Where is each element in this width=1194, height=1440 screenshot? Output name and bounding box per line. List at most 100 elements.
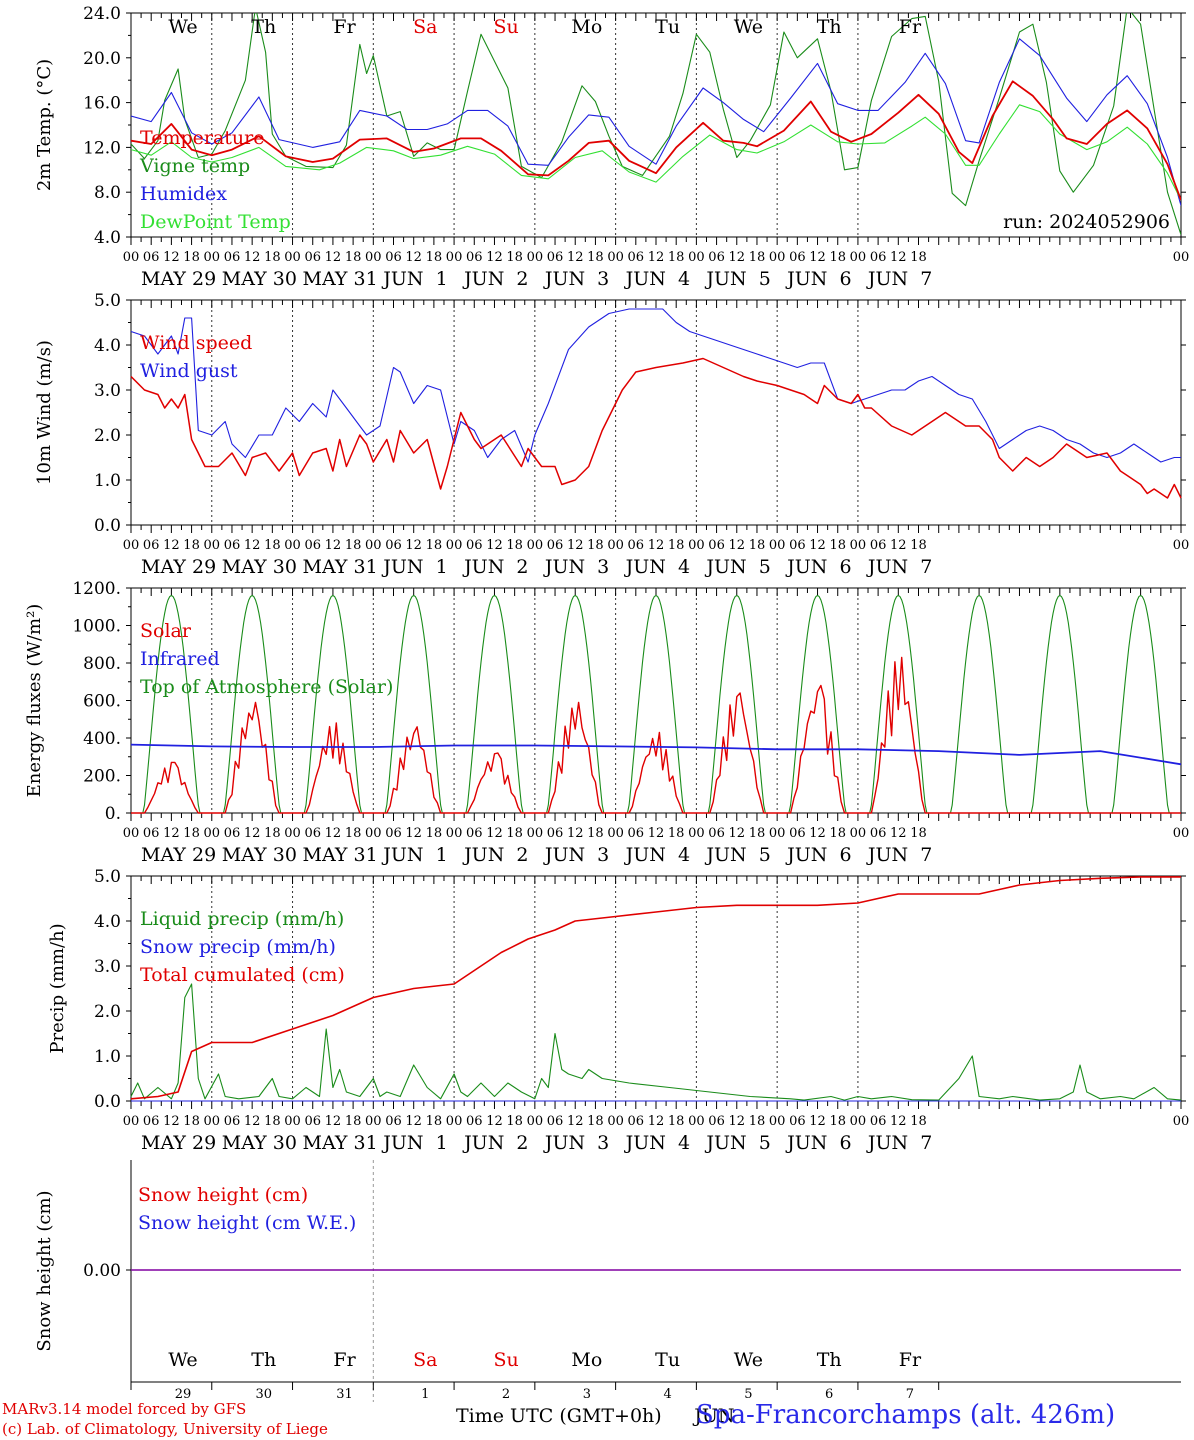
day-label: JUN 5 [704, 844, 770, 866]
y-tick-label: 0. [105, 804, 121, 824]
hour-tick-label: 00 [688, 250, 705, 265]
y-tick-label: 0.0 [94, 516, 121, 536]
weekday-label: Tu [655, 1349, 680, 1371]
hour-tick-label: 00 [607, 826, 624, 841]
hour-tick-label: 18 [829, 1114, 846, 1129]
day-label: JUN 5 [704, 268, 770, 290]
day-label: JUN 5 [704, 556, 770, 578]
hour-tick-label: 18 [829, 538, 846, 553]
hour-tick-label: 12 [163, 250, 180, 265]
legend-entry: Snow precip (mm/h) [140, 936, 336, 958]
y-tick-label: 5.0 [94, 867, 121, 887]
hour-tick-label: 12 [325, 1114, 342, 1129]
hour-tick-label: 12 [405, 826, 422, 841]
hour-tick-label: 18 [506, 538, 523, 553]
hour-tick-label: 12 [244, 538, 261, 553]
hour-tick-label: 00 [688, 1114, 705, 1129]
day-label: JUN 6 [785, 844, 851, 866]
hour-tick-label: 00 [284, 1114, 301, 1129]
hour-tick-label: 18 [587, 1114, 604, 1129]
hour-tick-label: 06 [143, 538, 160, 553]
run-label: run: 2024052906 [1003, 211, 1170, 233]
day-label: MAY 30 [222, 556, 297, 578]
day-number-label: 7 [906, 1387, 914, 1402]
y-tick-label: 16.0 [83, 94, 121, 114]
y-tick-label: 1200. [72, 579, 121, 599]
y-tick-label: 3.0 [94, 381, 121, 401]
hour-tick-label: 00 [769, 250, 786, 265]
hour-tick-label: 18 [345, 826, 362, 841]
credit-model-line: MARv3.14 model forced by GFS [2, 1400, 247, 1418]
hour-tick-label: 06 [224, 1114, 241, 1129]
hour-tick-label: 18 [829, 250, 846, 265]
y-tick-label: 2.0 [94, 426, 121, 446]
day-label: JUN 3 [543, 268, 609, 290]
y-axis-label: 10m Wind (m/s) [34, 340, 55, 485]
hour-tick-label: 18 [910, 250, 927, 265]
weekday-label: Th [817, 1349, 842, 1371]
hour-tick-label: 06 [547, 250, 564, 265]
y-tick-label: 20.0 [83, 49, 121, 69]
day-label: JUN 4 [624, 1132, 690, 1154]
hour-tick-label: 06 [143, 826, 160, 841]
hour-tick-label: 00 [769, 826, 786, 841]
hour-tick-label: 12 [486, 826, 503, 841]
legend-entry: Vigne temp [139, 155, 250, 177]
hour-tick-label: 12 [728, 538, 745, 553]
hour-tick-label: 12 [648, 1114, 665, 1129]
hour-tick-label: 06 [304, 826, 321, 841]
hour-tick-label: 00 [850, 250, 867, 265]
hour-tick-label: 18 [183, 538, 200, 553]
y-tick-label: 600. [83, 692, 121, 712]
series-line-0 [131, 80, 1181, 201]
hour-tick-label: 18 [749, 826, 766, 841]
hour-tick-label: 06 [789, 826, 806, 841]
legend-entry: Humidex [140, 183, 227, 205]
hour-tick-label: 12 [728, 250, 745, 265]
weekday-label: Sa [413, 1349, 437, 1371]
day-label: JUN 1 [381, 268, 447, 290]
day-label: JUN 3 [543, 844, 609, 866]
hour-tick-label: 18 [426, 826, 443, 841]
y-axis-label: 2m Temp. (°C) [34, 59, 55, 191]
legend-entry: Infrared [140, 648, 220, 670]
hour-tick-label: 18 [668, 826, 685, 841]
hour-tick-label: 06 [466, 538, 483, 553]
hour-tick-label: 12 [486, 250, 503, 265]
legend-entry: Snow height (cm W.E.) [138, 1212, 356, 1234]
hour-tick-label: 18 [183, 250, 200, 265]
y-tick-label: 400. [83, 729, 121, 749]
hour-tick-label: 00 [365, 1114, 382, 1129]
x-axis-title: Time UTC (GMT+0h) [456, 1405, 662, 1427]
y-tick-label: 4.0 [94, 336, 121, 356]
y-axis-label: Precip (mm/h) [47, 923, 68, 1053]
hour-tick-label: 12 [405, 250, 422, 265]
day-label: JUN 4 [624, 556, 690, 578]
hour-tick-label: 06 [789, 538, 806, 553]
station-name: Spa-Francorchamps (alt. 426m) [696, 1400, 1116, 1430]
hour-tick-label: 00 [446, 826, 463, 841]
y-tick-label: 0.0 [94, 1092, 121, 1112]
hour-tick-label: 06 [466, 1114, 483, 1129]
hour-tick-label: 18 [345, 250, 362, 265]
hour-tick-label: 18 [426, 538, 443, 553]
hour-tick-label: 06 [708, 1114, 725, 1129]
legend-entry: Liquid precip (mm/h) [140, 908, 344, 930]
liquid-precip-line [130, 983, 1182, 1101]
hour-tick-label: 06 [628, 826, 645, 841]
hour-tick-label: 12 [809, 826, 826, 841]
hour-tick-label: 18 [506, 826, 523, 841]
hour-tick-label: 00 [123, 538, 140, 553]
hour-tick-label: 00 [527, 1114, 544, 1129]
cumulated-precip-line [130, 876, 1181, 1100]
day-label: MAY 30 [222, 844, 297, 866]
hour-tick-label: 06 [547, 826, 564, 841]
hour-tick-label: 06 [628, 1114, 645, 1129]
legend-entry: Snow height (cm) [138, 1184, 308, 1206]
legend-entry: Wind gust [140, 360, 238, 382]
day-label: MAY 29 [141, 268, 216, 290]
hour-tick-label: 12 [567, 826, 584, 841]
hour-tick-label: 18 [749, 250, 766, 265]
hour-tick-label: 18 [910, 826, 927, 841]
y-tick-label: 24.0 [83, 4, 121, 24]
